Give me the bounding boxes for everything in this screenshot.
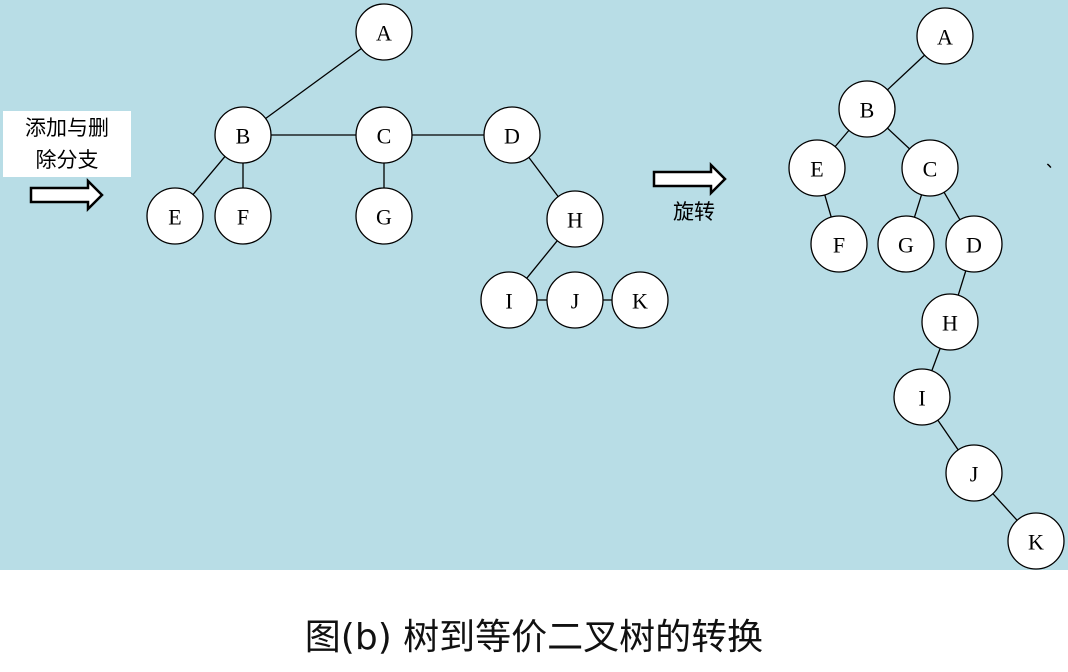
step-label-rotate: 旋转 xyxy=(673,200,715,224)
after-edge-I-J xyxy=(937,419,959,451)
after-edge-J-K xyxy=(992,493,1018,521)
before-node-E: E xyxy=(146,187,204,245)
node-circle xyxy=(877,215,935,273)
before-edge-B-E xyxy=(192,156,226,195)
node-circle xyxy=(921,293,979,351)
node-circle xyxy=(916,7,974,65)
after-node-J: J xyxy=(945,444,1003,502)
before-node-G: G xyxy=(355,187,413,245)
node-circle xyxy=(945,444,1003,502)
tree-diagram: A B C D E F G H I J K A B C D E F G H I J K xyxy=(29,3,1065,570)
stray-mark: 、 xyxy=(1046,152,1063,171)
after-node-I: I xyxy=(893,368,951,426)
node-circle xyxy=(810,215,868,273)
before-edge-A-B xyxy=(265,47,362,120)
before-edge-H-I xyxy=(526,240,558,279)
node-label: A xyxy=(937,25,953,50)
after-edge-A-B xyxy=(886,54,926,91)
after-node-C: C xyxy=(901,139,959,197)
step-label-line: 除分支 xyxy=(35,148,99,172)
node-label: J xyxy=(571,289,580,314)
node-label: K xyxy=(1028,530,1044,555)
after-node-D: D xyxy=(945,215,1003,273)
node-label: B xyxy=(236,124,251,149)
after-node-A: A xyxy=(916,7,974,65)
node-circle xyxy=(945,215,1003,273)
node-label: F xyxy=(237,205,249,230)
after-edge-H-I xyxy=(931,348,941,371)
diagram-area: A B C D E F G H I J K A B C D E F G H I J K 添加与删 除分支 旋转 、 xyxy=(0,0,1068,570)
after-edge-B-E xyxy=(834,129,850,148)
node-label: F xyxy=(833,233,845,258)
before-node-C: C xyxy=(355,106,413,164)
edges-layer xyxy=(192,47,1018,521)
node-circle xyxy=(355,3,413,61)
node-circle xyxy=(546,190,604,248)
after-edge-C-G xyxy=(913,194,923,218)
node-circle xyxy=(214,106,272,164)
node-label: A xyxy=(376,21,392,46)
before-node-F: F xyxy=(214,187,272,245)
node-circle xyxy=(214,187,272,245)
node-label: G xyxy=(376,205,392,230)
before-node-K: K xyxy=(611,271,669,329)
node-circle xyxy=(483,106,541,164)
node-label: I xyxy=(505,289,512,314)
before-node-I: I xyxy=(480,271,538,329)
node-label: E xyxy=(810,157,823,182)
after-node-E: E xyxy=(788,139,846,197)
node-label: J xyxy=(970,462,979,487)
node-circle xyxy=(355,187,413,245)
node-circle xyxy=(146,187,204,245)
node-label: H xyxy=(942,311,958,336)
after-node-B: B xyxy=(838,80,896,138)
node-label: B xyxy=(860,98,875,123)
node-label: D xyxy=(504,124,520,149)
node-circle xyxy=(838,80,896,138)
node-circle xyxy=(480,271,538,329)
node-label: C xyxy=(377,124,392,149)
before-node-B: B xyxy=(214,106,272,164)
step-label-add-remove: 添加与删 除分支 xyxy=(3,111,131,177)
step-label-line: 添加与删 xyxy=(25,116,109,140)
node-circle xyxy=(546,271,604,329)
node-label: K xyxy=(632,289,648,314)
nodes-layer: A B C D E F G H I J K A B C D E F G H I J K xyxy=(146,3,1065,570)
before-node-J: J xyxy=(546,271,604,329)
arrow-icon xyxy=(29,177,104,213)
after-node-F: F xyxy=(810,215,868,273)
after-node-K: K xyxy=(1007,512,1065,570)
before-node-D: D xyxy=(483,106,541,164)
after-edge-E-F xyxy=(824,194,832,218)
node-circle xyxy=(611,271,669,329)
arrow-icon xyxy=(652,161,727,197)
node-label: H xyxy=(567,208,583,233)
node-label: G xyxy=(898,233,914,258)
node-circle xyxy=(355,106,413,164)
node-circle xyxy=(893,368,951,426)
node-circle xyxy=(1007,512,1065,570)
node-circle xyxy=(788,139,846,197)
node-label: C xyxy=(923,157,938,182)
node-label: I xyxy=(918,386,925,411)
after-edge-D-H xyxy=(957,270,967,296)
after-node-G: G xyxy=(877,215,935,273)
node-circle xyxy=(901,139,959,197)
figure-caption: 图(b) 树到等价二叉树的转换 xyxy=(304,617,764,658)
before-node-H: H xyxy=(546,190,604,248)
after-node-H: H xyxy=(921,293,979,351)
before-edge-D-H xyxy=(528,157,559,197)
after-edge-B-C xyxy=(886,127,911,150)
after-edge-C-D xyxy=(943,191,961,221)
before-node-A: A xyxy=(355,3,413,61)
node-label: E xyxy=(168,205,181,230)
node-label: D xyxy=(966,233,982,258)
